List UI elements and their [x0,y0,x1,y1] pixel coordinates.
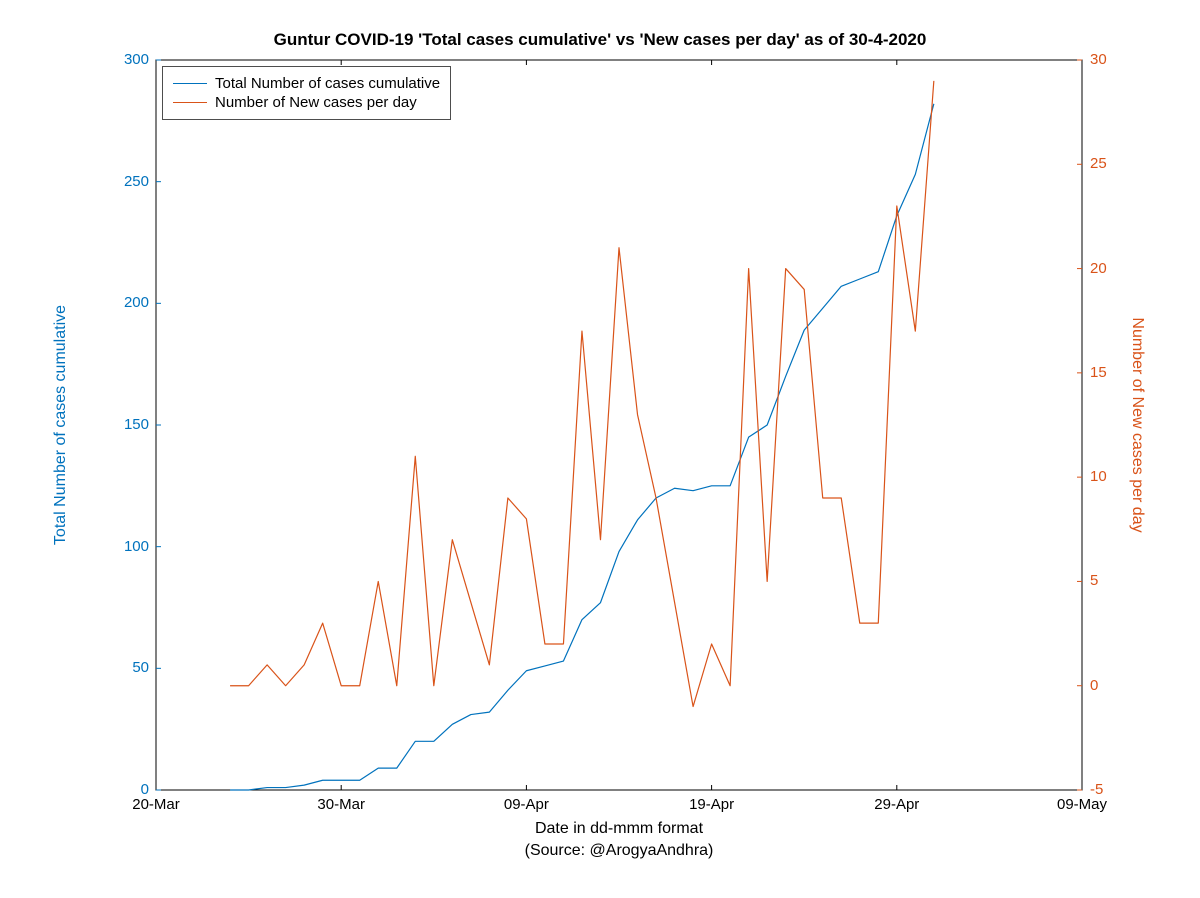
tick-label: 25 [1090,155,1138,172]
y-left-axis-label: Total Number of cases cumulative [52,275,70,575]
tick-label: 200 [101,294,149,311]
figure: Guntur COVID-19 'Total cases cumulative'… [0,0,1200,898]
tick-label: 10 [1090,468,1138,485]
legend-label: Total Number of cases cumulative [215,75,440,92]
legend-item: Number of New cases per day [173,94,440,111]
tick-label: 100 [101,538,149,555]
tick-label: 30 [1090,51,1138,68]
tick-label: 30-Mar [301,796,381,813]
tick-label: 09-Apr [486,796,566,813]
x-axis-label: Date in dd-mmm format [156,820,1082,838]
tick-label: 0 [101,781,149,798]
legend-item: Total Number of cases cumulative [173,75,440,92]
tick-label: 09-May [1042,796,1122,813]
legend-swatch [173,83,207,84]
plot-svg [156,60,1082,790]
tick-label: 20 [1090,260,1138,277]
tick-label: 20-Mar [116,796,196,813]
legend: Total Number of cases cumulative Number … [162,66,451,120]
chart-title: Guntur COVID-19 'Total cases cumulative'… [0,30,1200,50]
tick-label: 50 [101,659,149,676]
tick-label: 5 [1090,572,1138,589]
tick-label: 150 [101,416,149,433]
tick-label: -5 [1090,781,1138,798]
tick-label: 15 [1090,364,1138,381]
legend-label: Number of New cases per day [215,94,417,111]
tick-label: 0 [1090,677,1138,694]
legend-swatch [173,102,207,103]
tick-label: 29-Apr [857,796,937,813]
plot-area [156,60,1082,790]
x-axis-sublabel: (Source: @ArogyaAndhra) [156,842,1082,860]
tick-label: 250 [101,173,149,190]
tick-label: 19-Apr [672,796,752,813]
tick-label: 300 [101,51,149,68]
y-right-axis-label: Number of New cases per day [1128,275,1146,575]
